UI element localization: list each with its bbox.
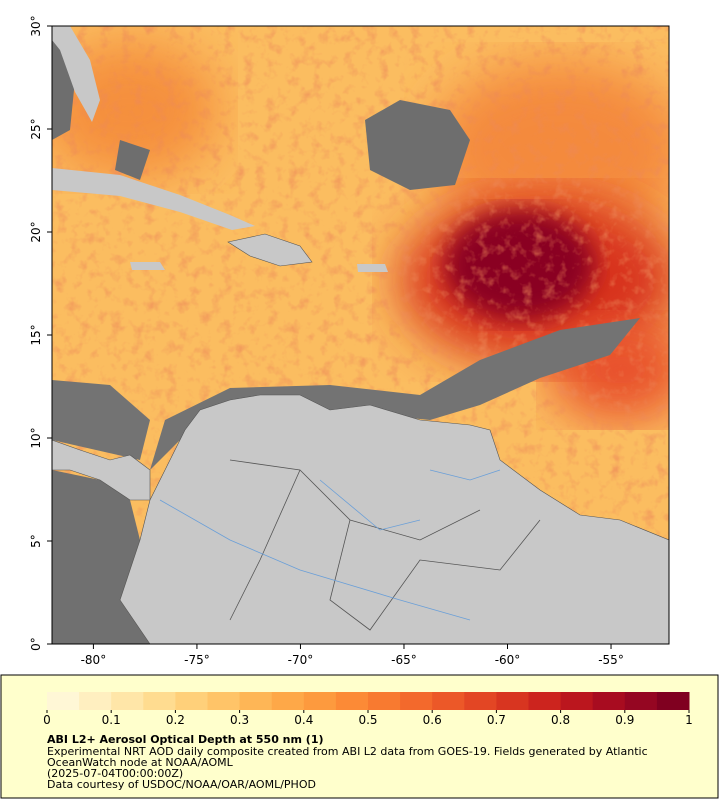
no-data	[52, 380, 150, 460]
colorbar-tick-label: 0.3	[230, 713, 249, 727]
pacific-no-data	[52, 470, 150, 644]
y-tick-label: 10°	[29, 427, 43, 448]
map-area	[52, 26, 669, 644]
colorbar-swatch	[335, 692, 369, 710]
x-tick-label: -65°	[391, 653, 417, 667]
caption-line: OceanWatch node at NOAA/AOML	[47, 756, 234, 769]
colorbar-swatch	[528, 692, 562, 710]
colorbar-swatch	[239, 692, 273, 710]
colorbar-swatch	[432, 692, 465, 710]
colorbar-swatch	[111, 692, 144, 710]
land	[119, 394, 669, 644]
land	[130, 262, 388, 272]
colorbar-swatch	[624, 692, 658, 710]
y-tick-label: 15°	[29, 324, 43, 345]
y-tick-label: 0°	[29, 637, 43, 651]
caption-title: ABI L2+ Aerosol Optical Depth at 550 nm …	[47, 733, 324, 746]
colorbar-tick-label: 0.8	[551, 713, 570, 727]
x-tick-label: -75°	[184, 653, 210, 667]
colorbar-tick-label: 0.1	[102, 713, 121, 727]
colorbar-tick-label: 0.7	[487, 713, 506, 727]
colorbar-swatch	[143, 692, 176, 710]
colorbar-swatch	[47, 692, 80, 710]
colorbar-tick-label: 0.2	[166, 713, 185, 727]
colorbar-swatch	[656, 692, 690, 710]
border	[229, 459, 541, 631]
colorbar-tick-label: 0.4	[294, 713, 313, 727]
colorbar-swatch	[207, 692, 241, 710]
y-tick-label: 20°	[29, 221, 43, 242]
colorbar-swatch	[368, 692, 401, 710]
colorbar-tick-label: 0.5	[358, 713, 377, 727]
y-tick-label: 25°	[29, 118, 43, 139]
caption-line: (2025-07-04T00:00:00Z)	[47, 767, 183, 780]
colorbar-swatch	[400, 692, 433, 710]
colorbar-tick-label: 0.9	[615, 713, 634, 727]
colorbar-swatch	[560, 692, 594, 710]
caption-line: Experimental NRT AOD daily composite cre…	[47, 745, 648, 758]
x-tick-label: -80°	[81, 653, 107, 667]
colorbar-swatch	[303, 692, 337, 710]
colorbar-swatch	[79, 692, 112, 710]
no-data	[365, 100, 470, 190]
colorbar-tick-label: 1	[685, 713, 693, 727]
colorbar-swatch	[496, 692, 529, 710]
colorbar-tick-label: 0.6	[423, 713, 442, 727]
land	[52, 26, 100, 122]
x-tick-label: -60°	[495, 653, 521, 667]
river	[159, 469, 501, 621]
colorbar-swatch	[271, 692, 305, 710]
colorbar-swatch	[592, 692, 626, 710]
colorbar-swatch	[175, 692, 208, 710]
land	[227, 233, 313, 267]
y-tick-label: 5°	[29, 534, 43, 548]
colorbar-tick-label: 0	[43, 713, 51, 727]
x-tick-label: -70°	[288, 653, 314, 667]
colorbar-swatch	[464, 692, 497, 710]
x-tick-label: -55°	[598, 653, 624, 667]
land	[52, 168, 255, 230]
y-tick-label: 30°	[29, 15, 43, 36]
caption-line: Data courtesy of USDOC/NOAA/OAR/AOML/PHO…	[47, 778, 316, 791]
no-data	[150, 318, 640, 470]
